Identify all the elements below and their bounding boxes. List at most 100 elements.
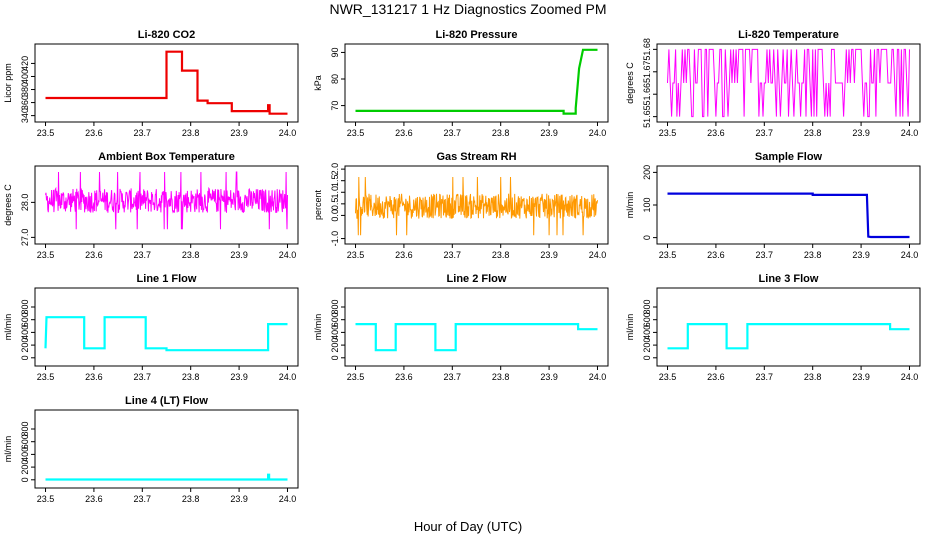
y-tick-label: 100 [642, 197, 652, 212]
y-tick-label: 200 [642, 165, 652, 180]
panel-line-4-lt-flow: Line 4 (LT) Flow 23.5 23.6 23.7 23.8 23.9 24.0… [3, 395, 299, 504]
y-tick-label: 420 [20, 56, 30, 71]
series-line [355, 176, 598, 236]
series-line [355, 323, 598, 352]
x-tick-label: 23.7 [444, 250, 462, 260]
y-axis-label: percent [313, 189, 323, 220]
plot-frame [34, 43, 299, 123]
data-layer [667, 323, 910, 350]
y-tick-label: 200 [20, 460, 30, 475]
x-tick-label: 23.8 [804, 372, 822, 382]
y-tick-label: 380 [20, 82, 30, 97]
x-tick-label: 23.7 [756, 250, 774, 260]
y-tick-label: 1.5 [330, 174, 340, 187]
x-tick-label: 23.7 [444, 128, 462, 138]
panel-title: Line 1 Flow [137, 273, 197, 285]
y-tick-label: 80 [330, 74, 340, 84]
data-layer [45, 171, 288, 230]
series-line [667, 323, 910, 350]
plot-frame [34, 287, 299, 367]
x-tick-label: 23.5 [347, 128, 365, 138]
y-tick-label: 90 [330, 47, 340, 57]
panel-title: Li-820 CO2 [138, 29, 195, 41]
x-tick-label: 23.6 [395, 250, 413, 260]
x-tick-label: 23.9 [230, 494, 248, 504]
y-tick-label: 0.0 [330, 209, 340, 222]
x-tick-label: 24.0 [279, 250, 297, 260]
y-tick-label: 600 [20, 434, 30, 449]
series-line [667, 192, 910, 239]
x-tick-label: 23.6 [395, 128, 413, 138]
x-tick-label: 23.5 [659, 250, 677, 260]
panel-line-3-flow: Line 3 Flow 23.5 23.6 23.7 23.8 23.9 24.0 0 2004… [625, 273, 921, 382]
x-tick-label: 23.8 [804, 250, 822, 260]
x-tick-label: 23.9 [230, 128, 248, 138]
panel-title: Line 3 Flow [759, 273, 819, 285]
x-tick-label: 23.6 [395, 372, 413, 382]
plot-frame [656, 43, 921, 123]
x-tick-label: 23.7 [756, 128, 774, 138]
y-tick-label: 0.5 [330, 198, 340, 211]
plot-frame [34, 409, 299, 489]
x-tick-label: 23.5 [659, 128, 677, 138]
y-tick-label: 600 [20, 312, 30, 327]
x-tick-label: 23.5 [37, 494, 55, 504]
series-line [45, 473, 288, 481]
x-tick-label: 23.7 [134, 250, 152, 260]
x-tick-label: 23.6 [707, 128, 725, 138]
panel-sample-flow: Sample Flow 23.5 23.6 23.7 23.8 23.9 24.0 0 100 2… [625, 151, 921, 260]
plot-frame [656, 287, 921, 367]
series-line [45, 50, 288, 115]
y-tick-label: 0 [330, 355, 340, 360]
y-tick-label: 600 [642, 312, 652, 327]
y-tick-label: 800 [642, 299, 652, 314]
y-tick-label: 800 [330, 299, 340, 314]
y-tick-label: 200 [20, 338, 30, 353]
x-tick-label: 23.5 [659, 372, 677, 382]
x-tick-label: 23.6 [85, 494, 103, 504]
x-tick-label: 24.0 [279, 494, 297, 504]
y-axis-label: degrees C [625, 62, 635, 104]
y-axis-label: ml/min [3, 436, 13, 463]
y-tick-label: 800 [20, 421, 30, 436]
x-tick-label: 23.6 [85, 128, 103, 138]
x-tick-label: 23.9 [540, 250, 558, 260]
data-layer [355, 176, 598, 236]
y-tick-label: 340 [20, 108, 30, 123]
y-tick-label: 0 [20, 477, 30, 482]
y-tick-label: 400 [20, 325, 30, 340]
x-tick-label: 23.9 [540, 128, 558, 138]
y-tick-label: -1.0 [330, 231, 340, 247]
x-tick-label: 24.0 [589, 128, 607, 138]
figure-title: NWR_131217 1 Hz Diagnostics Zoomed PM [329, 1, 606, 17]
data-layer [44, 316, 288, 352]
x-tick-label: 23.9 [540, 372, 558, 382]
figure-xlabel: Hour of Day (UTC) [414, 519, 522, 534]
data-layer [45, 50, 288, 115]
panel-title: Gas Stream RH [436, 151, 516, 163]
x-tick-label: 23.7 [134, 372, 152, 382]
panel-line-1-flow: Line 1 Flow 23.5 23.6 23.7 23.8 23.9 24.0 0 2004… [3, 273, 299, 382]
x-tick-label: 23.6 [85, 250, 103, 260]
y-tick-label: 400 [642, 325, 652, 340]
plot-frame [344, 43, 609, 123]
x-tick-label: 23.5 [347, 250, 365, 260]
x-tick-label: 24.0 [279, 372, 297, 382]
y-tick-label: 0 [20, 355, 30, 360]
panel-title: Line 4 (LT) Flow [125, 395, 208, 407]
x-tick-label: 24.0 [589, 372, 607, 382]
y-tick-label: 51.66 [642, 83, 652, 106]
series-line [667, 48, 910, 118]
y-tick-label: 28.0 [20, 194, 30, 212]
y-tick-label: 200 [642, 338, 652, 353]
x-tick-label: 23.8 [804, 128, 822, 138]
y-tick-label: 51.67 [642, 61, 652, 84]
y-tick-label: 400 [20, 69, 30, 84]
series-line [44, 316, 288, 352]
y-tick-label: 51.65 [642, 105, 652, 128]
panel-line-2-flow: Line 2 Flow 23.5 23.6 23.7 23.8 23.9 24.0 0 2004… [313, 273, 609, 382]
x-tick-label: 23.7 [444, 372, 462, 382]
y-axis-label: ml/min [3, 314, 13, 341]
x-tick-label: 23.9 [852, 128, 870, 138]
